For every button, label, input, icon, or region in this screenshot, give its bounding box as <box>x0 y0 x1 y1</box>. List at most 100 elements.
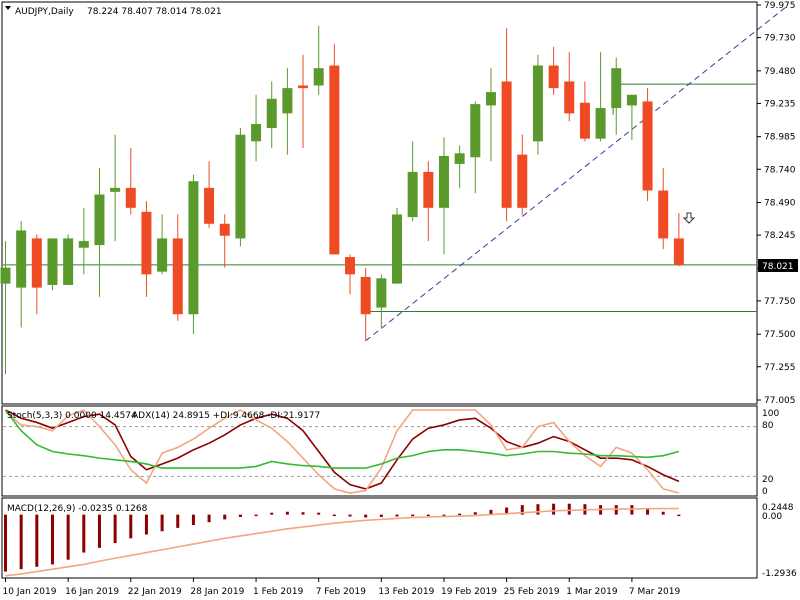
stoch-signal-line <box>4 409 680 494</box>
macd-bar <box>285 511 289 515</box>
macd-bar <box>144 514 148 535</box>
macd-bar <box>160 514 164 532</box>
price-tick-label: 78.740 <box>764 165 796 175</box>
macd-bar <box>66 514 70 560</box>
candle-body <box>266 98 277 129</box>
price-levels <box>3 4 789 342</box>
price-tick-label: 79.480 <box>764 67 796 77</box>
macd-bar <box>426 514 430 517</box>
macd-bar <box>113 514 117 544</box>
candle-body <box>125 187 136 208</box>
macd-bar <box>442 514 446 517</box>
macd-bar <box>4 514 7 572</box>
candle-body <box>0 267 11 284</box>
candle-body <box>517 154 528 208</box>
candle-body <box>219 223 230 236</box>
ohlc-readout: 78.224 78.407 78.014 78.021 <box>87 7 222 17</box>
macd-bar <box>254 514 258 517</box>
sell-arrow-icon <box>682 212 696 224</box>
price-tick-label: 78.985 <box>764 133 796 143</box>
macd-bar <box>35 514 39 567</box>
macd-bar <box>661 511 665 515</box>
price-tick-label: 78.490 <box>764 199 796 209</box>
stoch-tick-80: 80 <box>762 421 774 431</box>
candle-body <box>423 171 434 208</box>
macd-bar <box>50 514 54 565</box>
macd-bar <box>473 512 477 515</box>
adx-line <box>4 409 680 469</box>
macd-bar <box>19 514 23 570</box>
candle-body <box>172 238 183 315</box>
candle-body <box>282 88 293 114</box>
candle-body <box>63 238 74 285</box>
candle-body <box>658 190 669 239</box>
chart-title: AUDJPY,Daily <box>15 7 74 17</box>
macd-bar <box>129 514 133 539</box>
macd-bar <box>207 514 211 523</box>
candle-body <box>673 238 684 266</box>
candle-body <box>298 85 309 89</box>
macd-tick-zero: 0.00 <box>762 512 782 522</box>
date-axis: 10 Jan 2019 16 Jan 2019 22 Jan 2019 28 Jan … <box>3 578 681 597</box>
price-tick-label: 77.750 <box>764 297 796 307</box>
macd-bar <box>317 512 321 515</box>
candle-body <box>329 65 340 255</box>
macd-bar <box>411 514 415 517</box>
candle-body <box>454 153 465 164</box>
macd-bar <box>646 508 650 515</box>
candle-body <box>642 101 653 191</box>
macd-bar <box>191 514 195 526</box>
macd-bar <box>223 514 227 520</box>
price-tick-label: 77.500 <box>764 330 796 340</box>
candle-body <box>16 230 27 288</box>
macd-bar <box>536 504 540 515</box>
macd-bar <box>505 507 509 515</box>
date-tick-label: 16 Jan 2019 <box>65 587 119 597</box>
macd-axis: 0.2448 0.00 -1.2936 <box>762 503 797 579</box>
date-tick-label: 1 Feb 2019 <box>253 587 304 597</box>
candle-body <box>611 68 622 109</box>
macd-bar <box>552 503 556 515</box>
price-tick-label: 79.975 <box>764 1 796 11</box>
price-tick-label: 78.245 <box>764 231 796 241</box>
macd-bar <box>332 514 336 517</box>
macd-bar <box>677 514 681 517</box>
date-tick-label: 28 Jan 2019 <box>190 587 244 597</box>
stoch-tick-0: 0 <box>762 487 768 497</box>
candle-body <box>345 257 356 275</box>
candle-body <box>407 171 418 218</box>
candle-body <box>313 68 324 86</box>
macd-bar <box>489 509 493 515</box>
candle-body <box>360 276 371 315</box>
candle-body <box>470 104 481 158</box>
date-tick-label: 13 Feb 2019 <box>378 587 434 597</box>
macd-bar <box>270 512 274 515</box>
price-tick-label: 79.730 <box>764 34 796 44</box>
candle-body <box>31 238 42 288</box>
candle-body <box>376 278 387 308</box>
price-tick-label: 77.005 <box>764 396 796 406</box>
candle-body <box>595 108 606 139</box>
stoch-series <box>3 409 757 494</box>
price-tick-label: 79.235 <box>764 99 796 109</box>
macd-bar <box>176 514 180 528</box>
candle-body <box>548 65 559 89</box>
macd-bar <box>567 503 571 515</box>
date-tick-label: 19 Feb 2019 <box>441 587 497 597</box>
macd-bar <box>301 512 305 515</box>
candle-body <box>47 238 58 285</box>
date-tick-label: 10 Jan 2019 <box>3 587 57 597</box>
macd-signal-line <box>5 507 679 577</box>
date-tick-label: 7 Mar 2019 <box>629 587 681 597</box>
candle-body <box>392 214 402 284</box>
date-tick-label: 1 Mar 2019 <box>566 587 618 597</box>
candle-body <box>94 194 105 246</box>
candle-body <box>532 65 543 142</box>
date-tick-label: 25 Feb 2019 <box>504 587 560 597</box>
candle-body <box>485 92 496 106</box>
stoch-panel-frame <box>1 405 758 497</box>
date-tick-label: 22 Jan 2019 <box>128 587 182 597</box>
collapse-triangle-icon[interactable] <box>5 6 11 10</box>
candle-body <box>235 134 246 239</box>
